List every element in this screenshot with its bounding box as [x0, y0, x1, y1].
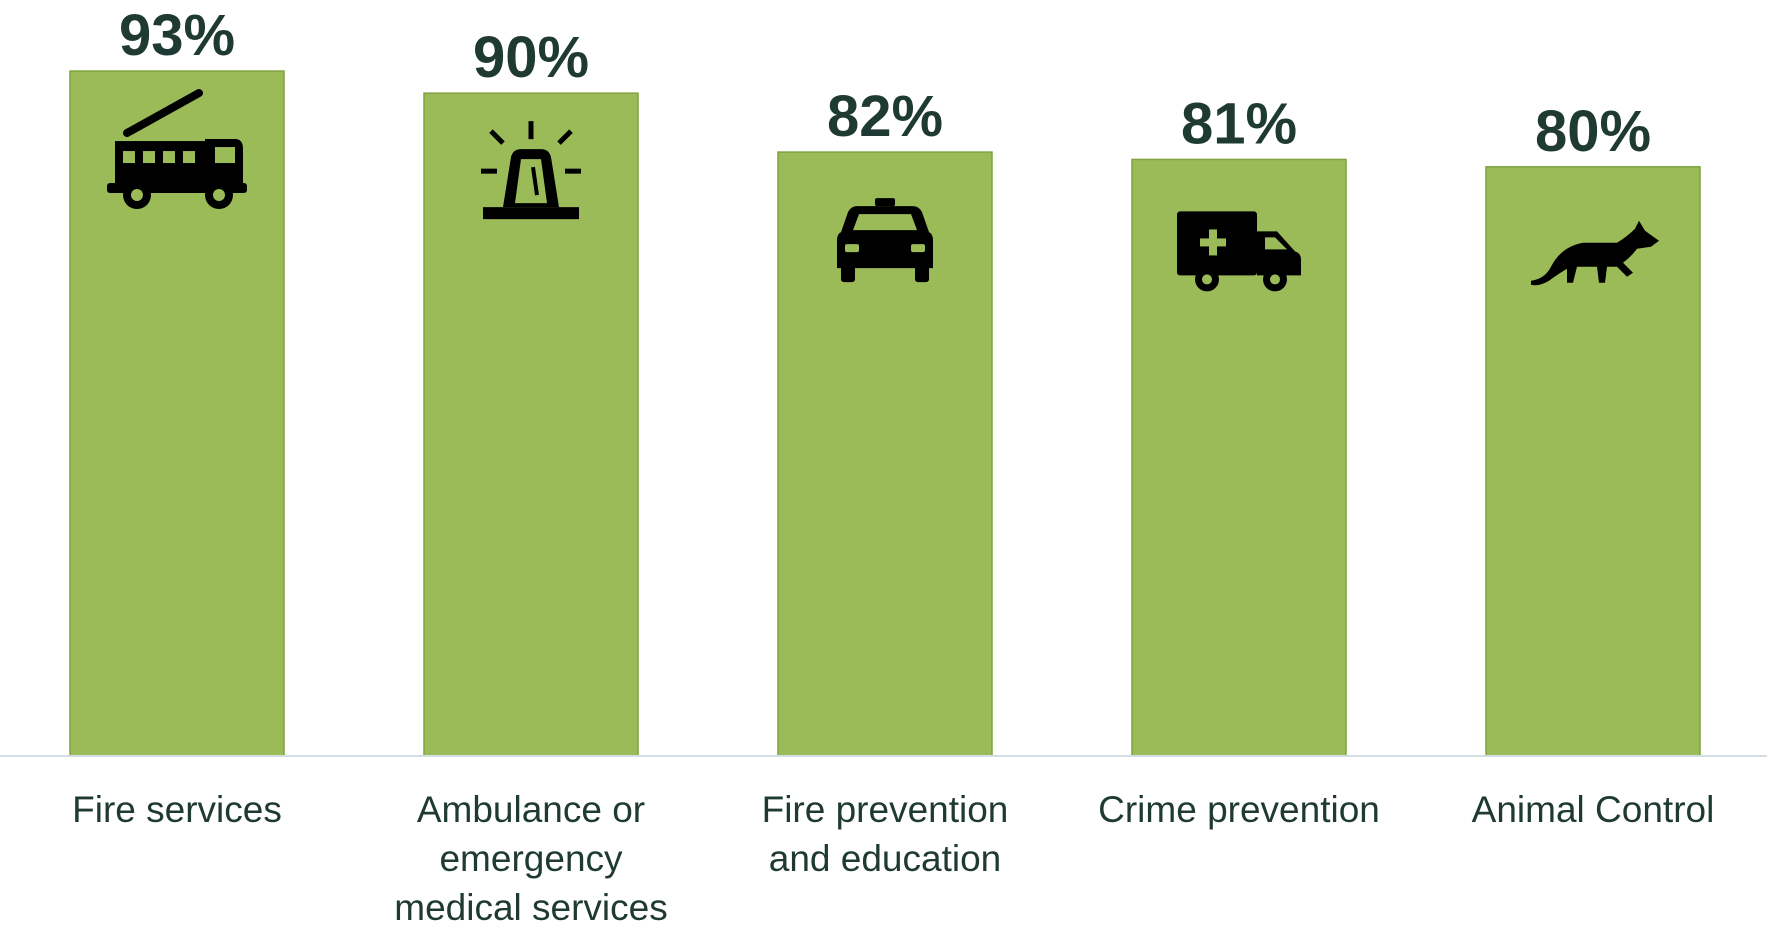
category-label-4: Animal Control	[1472, 789, 1715, 830]
category-label-line: emergency	[439, 838, 623, 879]
category-label-line: Ambulance or	[417, 789, 645, 830]
category-label-1: Ambulance or emergency medical services	[394, 789, 667, 925]
bars-layer	[69, 70, 1701, 757]
category-label-line: and education	[769, 838, 1001, 879]
data-label-1: 90%	[473, 25, 589, 90]
data-label-3: 81%	[1181, 91, 1297, 156]
category-label-line: Fire prevention	[762, 789, 1009, 830]
category-label-line: Fire services	[72, 789, 282, 830]
category-label-line: Crime prevention	[1098, 789, 1380, 830]
category-label-line: Animal Control	[1472, 789, 1715, 830]
data-labels-layer: 93% 90% 82% 81% 80%	[119, 3, 1651, 164]
data-label-0: 93%	[119, 3, 235, 68]
fox-icon	[1531, 220, 1659, 286]
category-label-line: medical services	[394, 887, 667, 925]
category-label-3: Crime prevention	[1098, 789, 1380, 830]
icons-layer	[107, 89, 1659, 292]
police-car-icon	[837, 198, 933, 283]
category-labels-layer: Fire services Ambulance or emergency medica…	[72, 789, 1714, 925]
ambulance-icon	[1177, 211, 1301, 292]
data-label-4: 80%	[1535, 99, 1651, 164]
category-label-0: Fire services	[72, 789, 282, 830]
fire-truck-icon	[107, 89, 247, 210]
data-label-2: 82%	[827, 84, 943, 149]
siren-icon	[481, 121, 581, 220]
category-label-2: Fire prevention and education	[762, 789, 1009, 879]
